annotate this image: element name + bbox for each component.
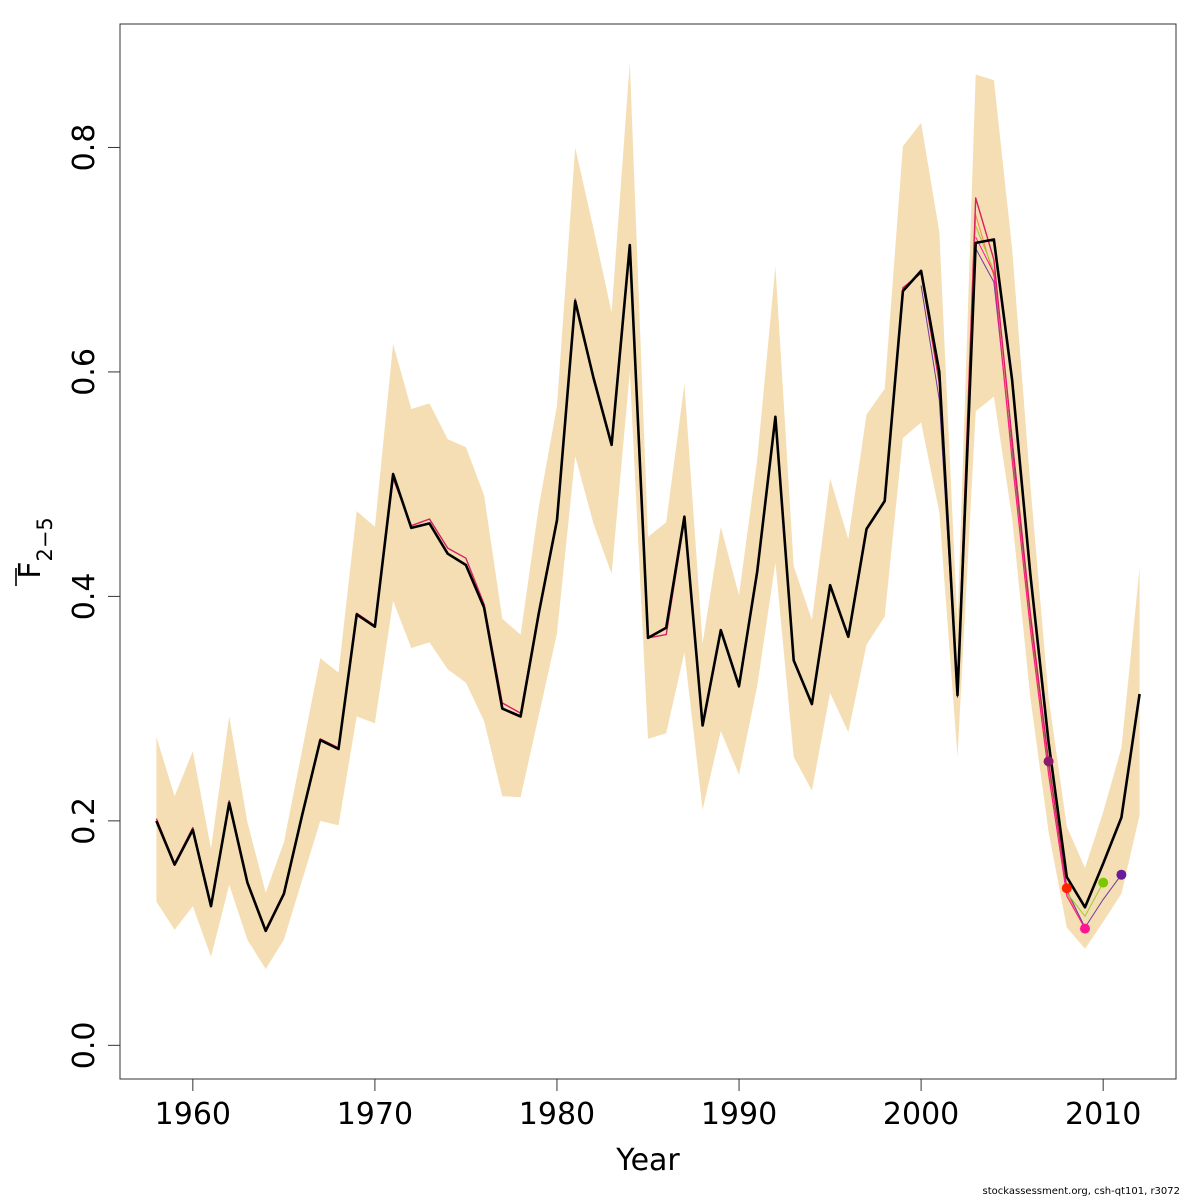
confidence-band-area	[156, 62, 1140, 969]
footnote: stockassessment.org, csh-qt101, r3072	[982, 1186, 1181, 1197]
x-axis-title: Year	[615, 1143, 680, 1178]
endpoint-marker-4	[1116, 869, 1127, 880]
x-tick-label: 1980	[519, 1097, 595, 1132]
series-line-0	[155, 238, 1141, 933]
y-tick-label: 0.8	[67, 124, 102, 172]
y-axis-title: F2−5	[13, 517, 57, 586]
x-tick-label: 1960	[155, 1097, 231, 1132]
endpoint-marker-0	[1043, 756, 1054, 767]
y-tick-label: 0.0	[67, 1021, 102, 1069]
x-tick-label: 2010	[1065, 1097, 1141, 1132]
x-tick-label: 1990	[701, 1097, 777, 1132]
endpoint-marker-3	[1098, 877, 1109, 888]
y-tick-label: 0.2	[67, 797, 102, 845]
x-axis: 1960 1970 1980 1990 2000 2010	[155, 1078, 1141, 1132]
series-line-5	[975, 236, 1086, 929]
endpoint-marker-1	[1061, 883, 1072, 894]
series-lines	[155, 197, 1141, 933]
y-tick-label: 0.4	[67, 573, 102, 621]
svg-text:F2−5: F2−5	[13, 517, 57, 579]
y-tick-label: 0.6	[67, 348, 102, 396]
endpoint-markers	[1043, 756, 1127, 934]
y-axis-title-main: F	[13, 562, 48, 579]
x-tick-label: 2000	[883, 1097, 959, 1132]
endpoint-marker-2	[1080, 923, 1090, 934]
y-axis: 0.0 0.2 0.4 0.6 0.8	[67, 124, 121, 1069]
x-tick-label: 1970	[337, 1097, 413, 1132]
confidence-band	[156, 62, 1140, 969]
y-axis-title-subscript: 2−5	[33, 517, 57, 561]
